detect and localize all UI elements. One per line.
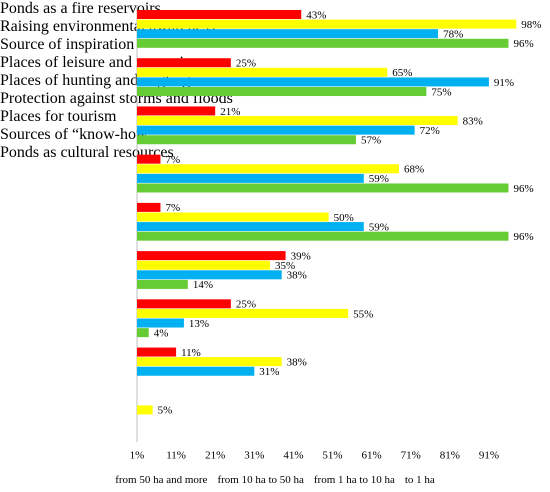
bar xyxy=(137,279,188,289)
bar xyxy=(137,299,231,309)
value-label: 91% xyxy=(494,77,514,89)
bar xyxy=(137,318,184,328)
bar xyxy=(137,231,509,241)
value-label: 39% xyxy=(291,250,311,262)
x-tick-label: 81% xyxy=(440,450,460,462)
category-label: Ponds as a fire reservoirs xyxy=(0,0,161,17)
bar xyxy=(137,58,231,68)
x-tick-label: 11% xyxy=(166,450,186,462)
value-label: 78% xyxy=(443,29,463,41)
value-label: 98% xyxy=(521,19,541,31)
value-label: 83% xyxy=(463,115,483,127)
x-tick-label: 91% xyxy=(479,450,499,462)
value-label: 14% xyxy=(193,279,213,291)
bar xyxy=(137,405,153,415)
value-label: 65% xyxy=(392,67,412,79)
value-label: 75% xyxy=(431,86,451,98)
legend-item: from 50 ha and more xyxy=(115,474,207,486)
x-tick-label: 31% xyxy=(244,450,264,462)
bar xyxy=(137,212,329,222)
bar xyxy=(137,222,364,232)
x-tick-label: 71% xyxy=(401,450,421,462)
bar xyxy=(137,116,458,126)
x-tick-label: 61% xyxy=(362,450,382,462)
legend-label: from 10 ha to 50 ha xyxy=(217,474,304,486)
value-label: 7% xyxy=(165,202,180,214)
legend-label: from 50 ha and more xyxy=(115,474,208,486)
bar xyxy=(137,183,509,193)
bar xyxy=(137,308,349,318)
category-label: Ponds as cultural resources xyxy=(0,144,174,161)
value-label: 72% xyxy=(420,125,440,137)
bar xyxy=(137,77,489,87)
bar xyxy=(137,366,255,376)
category-label: Places for tourism xyxy=(0,108,117,125)
value-label: 96% xyxy=(513,38,533,50)
bar xyxy=(137,67,388,77)
bar xyxy=(137,29,439,39)
bar xyxy=(137,164,399,174)
bar xyxy=(137,328,149,338)
category-label: Source of inspiration xyxy=(0,36,135,53)
bar xyxy=(137,154,161,164)
value-label: 4% xyxy=(154,327,169,339)
value-label: 50% xyxy=(334,212,354,224)
value-label: 13% xyxy=(189,318,209,330)
value-label: 43% xyxy=(306,9,326,21)
legend-label: to 1 ha xyxy=(404,474,435,486)
value-label: 96% xyxy=(513,231,533,243)
bar xyxy=(137,347,177,357)
x-tick-label: 1% xyxy=(130,450,145,462)
value-label: 68% xyxy=(404,164,424,176)
bar xyxy=(137,87,427,97)
value-label: 7% xyxy=(165,154,180,166)
bar xyxy=(137,251,286,261)
bar xyxy=(137,10,302,19)
bar xyxy=(137,173,364,183)
bar xyxy=(137,19,517,29)
bar xyxy=(137,202,161,212)
value-label: 5% xyxy=(158,405,173,417)
value-label: 11% xyxy=(181,347,201,359)
x-tick-label: 21% xyxy=(205,450,225,462)
legend-item: from 10 ha to 50 ha xyxy=(217,474,303,486)
value-label: 59% xyxy=(369,173,389,185)
value-label: 38% xyxy=(287,356,307,368)
bar xyxy=(137,270,282,280)
bar xyxy=(137,260,270,270)
bar xyxy=(137,125,415,135)
bar xyxy=(137,357,282,367)
bar xyxy=(137,135,356,145)
value-label: 25% xyxy=(236,299,256,311)
value-label: 59% xyxy=(369,221,389,233)
value-label: 35% xyxy=(275,260,295,272)
value-label: 96% xyxy=(513,183,533,195)
legend-item: to 1 ha xyxy=(405,474,435,486)
value-label: 25% xyxy=(236,58,256,70)
legend-item: from 1 ha to 10 ha xyxy=(314,474,395,486)
value-label: 31% xyxy=(259,366,279,378)
legend-label: from 1 ha to 10 ha xyxy=(313,474,395,486)
legend: from 50 ha and more from 10 ha to 50 ha fr… xyxy=(0,474,550,486)
bar xyxy=(137,106,216,116)
category-label: Sources of “know-how” xyxy=(0,126,155,143)
value-label: 55% xyxy=(353,308,373,320)
value-label: 38% xyxy=(287,270,307,282)
x-tick-label: 41% xyxy=(283,450,303,462)
value-label: 57% xyxy=(361,135,381,147)
bar xyxy=(137,38,509,48)
value-label: 21% xyxy=(220,106,240,118)
x-tick-label: 51% xyxy=(322,450,342,462)
